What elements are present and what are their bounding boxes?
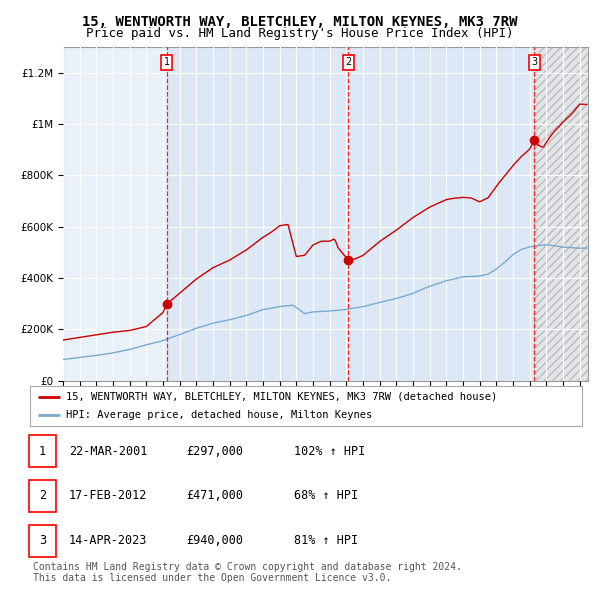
Text: £940,000: £940,000 [186, 534, 243, 548]
Text: 17-FEB-2012: 17-FEB-2012 [69, 489, 148, 503]
Text: £471,000: £471,000 [186, 489, 243, 503]
Bar [349, 47, 535, 381]
Text: 1: 1 [39, 444, 46, 458]
Text: 2: 2 [345, 57, 352, 67]
Bar [535, 47, 588, 381]
Text: 68% ↑ HPI: 68% ↑ HPI [294, 489, 358, 503]
Text: 81% ↑ HPI: 81% ↑ HPI [294, 534, 358, 548]
Text: 14-APR-2023: 14-APR-2023 [69, 534, 148, 548]
Text: 2: 2 [39, 489, 46, 503]
Text: 22-MAR-2001: 22-MAR-2001 [69, 444, 148, 458]
Text: Price paid vs. HM Land Registry's House Price Index (HPI): Price paid vs. HM Land Registry's House … [86, 27, 514, 40]
Text: 3: 3 [39, 534, 46, 548]
Text: 15, WENTWORTH WAY, BLETCHLEY, MILTON KEYNES, MK3 7RW (detached house): 15, WENTWORTH WAY, BLETCHLEY, MILTON KEY… [66, 392, 497, 402]
Bar [63, 47, 167, 381]
Text: HPI: Average price, detached house, Milton Keynes: HPI: Average price, detached house, Milt… [66, 410, 372, 420]
Text: 1: 1 [164, 57, 170, 67]
Bar [535, 47, 588, 381]
Text: Contains HM Land Registry data © Crown copyright and database right 2024.
This d: Contains HM Land Registry data © Crown c… [33, 562, 462, 584]
Bar [167, 47, 349, 381]
Text: 3: 3 [532, 57, 538, 67]
Text: 102% ↑ HPI: 102% ↑ HPI [294, 444, 365, 458]
Text: £297,000: £297,000 [186, 444, 243, 458]
Text: 15, WENTWORTH WAY, BLETCHLEY, MILTON KEYNES, MK3 7RW: 15, WENTWORTH WAY, BLETCHLEY, MILTON KEY… [82, 15, 518, 30]
